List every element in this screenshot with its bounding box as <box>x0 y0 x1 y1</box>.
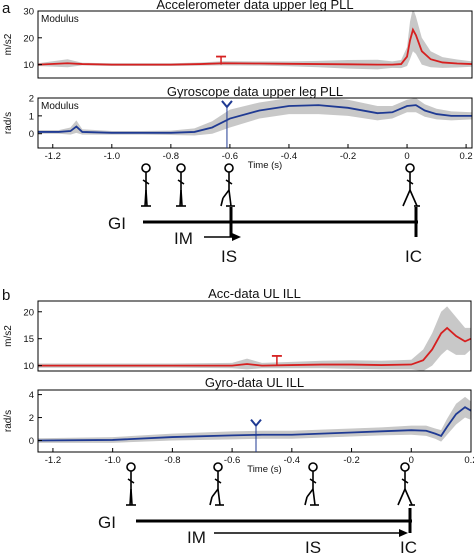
plot-b-acc: Acc-data UL ILL m/s2 10 15 20 <box>3 286 472 372</box>
y-tick-label-b-gyro-2: 4 <box>29 390 34 401</box>
plot-frame-a-acc <box>37 10 473 79</box>
y-axis-label-b-acc: m/s2 <box>3 325 14 347</box>
x-tick-label-b-gyro-2: -0.8 <box>164 455 180 466</box>
timeline-a-im-label: IM <box>174 229 193 248</box>
plot-frame-b-gyro <box>37 389 472 453</box>
y-axis-label-a-acc: m/s2 <box>3 33 14 55</box>
timeline-a-arrowhead <box>232 233 241 241</box>
y-axis-label-a-gyro: rad/s <box>3 112 14 134</box>
timeline-b: GI IM IS IC <box>98 508 417 556</box>
x-axis-label-a-gyro: Time (s) <box>248 160 282 171</box>
timeline-b-arrowhead <box>399 529 408 537</box>
x-tick-label-a-gyro-1: -1.0 <box>104 151 120 162</box>
chart-title-a-gyro: Gyroscope data upper leg PLL <box>167 84 343 99</box>
timeline-a-gi-label: GI <box>108 214 126 233</box>
modulus-label-a-acc: Modulus <box>41 14 79 25</box>
std-band-a-gyro <box>38 98 472 136</box>
stick-figure-7 <box>397 462 415 506</box>
y-tick-label-a-acc-0: 10 <box>23 60 34 71</box>
x-tick-label-a-gyro-4: -0.4 <box>281 151 297 162</box>
chart-title-a-acc: Accelerometer data upper leg PLL <box>156 0 353 12</box>
stick-figure-0 <box>141 163 151 207</box>
stick-figure-4 <box>126 462 136 506</box>
x-tick-label-a-gyro-3: -0.6 <box>222 151 238 162</box>
x-tick-label-b-gyro-5: -0.2 <box>343 455 359 466</box>
stick-figure-1 <box>176 163 186 207</box>
x-tick-label-b-gyro-4: -0.4 <box>284 455 300 466</box>
stick-figures <box>126 163 420 506</box>
series-line-b-gyro <box>38 406 471 442</box>
y-tick-label-a-gyro-0: 0 <box>29 129 34 140</box>
std-band-b-acc <box>38 306 471 371</box>
event-marker-b-gyro <box>250 418 262 452</box>
x-tick-label-a-gyro-7: 0.2 <box>459 151 472 162</box>
stick-figure-6 <box>304 462 319 506</box>
y-tick-label-b-gyro-1: 2 <box>29 413 34 424</box>
y-tick-label-b-acc-2: 20 <box>23 307 34 318</box>
std-band-a-acc <box>38 11 472 70</box>
plot-frame-b-acc <box>37 300 472 372</box>
y-tick-label-a-gyro-2: 2 <box>29 94 34 105</box>
chart-title-b-gyro: Gyro-data UL ILL <box>205 375 304 390</box>
timeline-b-ic-label: IC <box>400 538 417 556</box>
x-axis-label-b-gyro: Time (s) <box>247 464 281 475</box>
panel-b-label: b <box>2 287 10 304</box>
timeline-a: GI IM IS IC <box>108 207 422 266</box>
stick-figure-2 <box>220 163 235 207</box>
x-tick-label-b-gyro-0: -1.2 <box>45 455 61 466</box>
plot-a-gyro: Gyroscope data upper leg PLL Modulus rad/s… <box>3 84 473 171</box>
timeline-b-im-label: IM <box>187 528 206 547</box>
y-tick-label-a-acc-2: 30 <box>23 7 34 18</box>
x-tick-label-b-gyro-3: -0.6 <box>224 455 240 466</box>
y-tick-label-a-gyro-1: 1 <box>29 111 34 122</box>
y-tick-label-b-acc-0: 10 <box>23 361 34 372</box>
stick-figure-3 <box>402 163 420 207</box>
plot-a-acc: Accelerometer data upper leg PLL Modulus m… <box>3 0 473 79</box>
modulus-label-a-gyro: Modulus <box>41 101 79 112</box>
panel-a-label: a <box>2 0 11 17</box>
x-tick-label-b-gyro-6: 0 <box>409 455 414 466</box>
x-tick-label-b-gyro-1: -1.0 <box>104 455 120 466</box>
std-band-b-gyro <box>38 396 471 443</box>
stick-figure-5 <box>209 462 224 506</box>
x-tick-label-a-gyro-5: -0.2 <box>340 151 356 162</box>
event-marker-a-acc <box>216 55 227 65</box>
x-tick-label-a-gyro-6: 0 <box>404 151 409 162</box>
series-line-a-acc <box>38 27 472 66</box>
timeline-a-ic-label: IC <box>405 247 422 266</box>
timeline-a-is-label: IS <box>221 247 237 266</box>
timeline-b-gi-label: GI <box>98 513 116 532</box>
chart-title-b-acc: Acc-data UL ILL <box>208 286 301 301</box>
y-tick-label-b-gyro-0: 0 <box>29 436 34 447</box>
y-tick-label-b-acc-1: 15 <box>23 334 34 345</box>
x-tick-label-b-gyro-7: 0.2 <box>464 455 474 466</box>
series-line-a-gyro <box>38 104 472 134</box>
timeline-b-is-label: IS <box>305 538 321 556</box>
x-tick-label-a-gyro-0: -1.2 <box>45 151 61 162</box>
y-axis-label-b-gyro: rad/s <box>3 410 14 432</box>
plot-b-gyro: Gyro-data UL ILL rad/s 0 2 4 -1.2 -1.0 -0.8 -0.6… <box>3 375 474 475</box>
y-tick-label-a-acc-1: 20 <box>23 33 34 44</box>
event-marker-b-acc <box>271 355 282 366</box>
x-tick-label-a-gyro-2: -0.8 <box>163 151 179 162</box>
event-marker-a-gyro <box>221 100 233 148</box>
series-line-b-acc <box>38 326 471 367</box>
plot-frame-a-gyro <box>37 97 473 149</box>
